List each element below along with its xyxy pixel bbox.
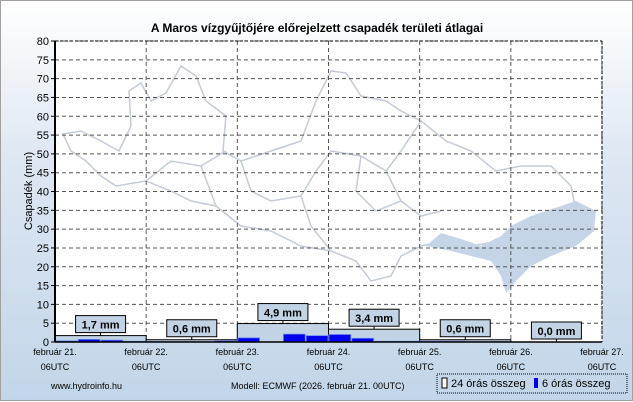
- y-tick-label: 75: [37, 55, 49, 67]
- data-label: 0,0 mm: [537, 326, 575, 338]
- legend-label-24h: 24 órás összeg: [451, 378, 526, 390]
- y-tick-label: 65: [37, 92, 49, 104]
- y-tick-label: 10: [37, 299, 49, 311]
- footer-model: Modell: ECMWF (2026. február 21. 00UTC): [231, 381, 405, 391]
- data-label: 1,7 mm: [82, 320, 120, 332]
- y-tick-label: 35: [37, 205, 49, 217]
- x-tick-label: 06UTC: [132, 362, 161, 372]
- data-label: 3,4 mm: [355, 313, 393, 325]
- data-label: 0,6 mm: [446, 324, 484, 336]
- y-tick-label: 45: [37, 168, 49, 180]
- bar-6h: [306, 336, 328, 342]
- y-tick-label: 50: [37, 149, 49, 161]
- y-tick-label: 55: [37, 130, 49, 142]
- y-tick-label: 15: [37, 281, 49, 293]
- x-tick-label: február 25.: [398, 347, 442, 357]
- x-tick-label: 06UTC: [497, 362, 526, 372]
- x-tick-label: február 24.: [307, 347, 351, 357]
- x-tick-label: február 26.: [489, 347, 533, 357]
- x-tick-label: február 23.: [216, 347, 260, 357]
- x-tick-label: 06UTC: [588, 362, 617, 372]
- x-tick-label: február 22.: [124, 347, 168, 357]
- legend-label-6h: 6 órás összeg: [542, 378, 610, 390]
- y-tick-label: 80: [37, 36, 49, 48]
- x-tick-label: 06UTC: [223, 362, 252, 372]
- y-tick-label: 60: [37, 111, 49, 123]
- y-tick-label: 30: [37, 224, 49, 236]
- x-tick-label: 06UTC: [405, 362, 434, 372]
- bar-6h: [283, 334, 305, 342]
- data-label: 0,6 mm: [173, 324, 211, 336]
- legend-swatch-24h: [442, 378, 447, 388]
- y-tick-label: 70: [37, 74, 49, 86]
- legend: 24 órás összeg 6 órás összeg: [437, 374, 627, 393]
- y-axis-label: Csapadék (mm): [23, 152, 35, 230]
- x-tick-label: 06UTC: [314, 362, 343, 372]
- bar-6h: [329, 334, 351, 342]
- data-label: 4,9 mm: [264, 308, 302, 320]
- y-tick-label: 20: [37, 262, 49, 274]
- x-tick-label: február 27.: [580, 347, 624, 357]
- x-tick-label: február 21.: [33, 347, 77, 357]
- y-tick-label: 5: [43, 318, 49, 330]
- y-tick-label: 40: [37, 187, 49, 199]
- x-tick-label: 06UTC: [41, 362, 70, 372]
- y-tick-label: 25: [37, 243, 49, 255]
- footer-site: www.hydroinfo.hu: [50, 381, 122, 391]
- chart-title: A Maros vízgyűjtőjére előrejelzett csapa…: [151, 21, 483, 35]
- legend-swatch-6h: [534, 378, 538, 388]
